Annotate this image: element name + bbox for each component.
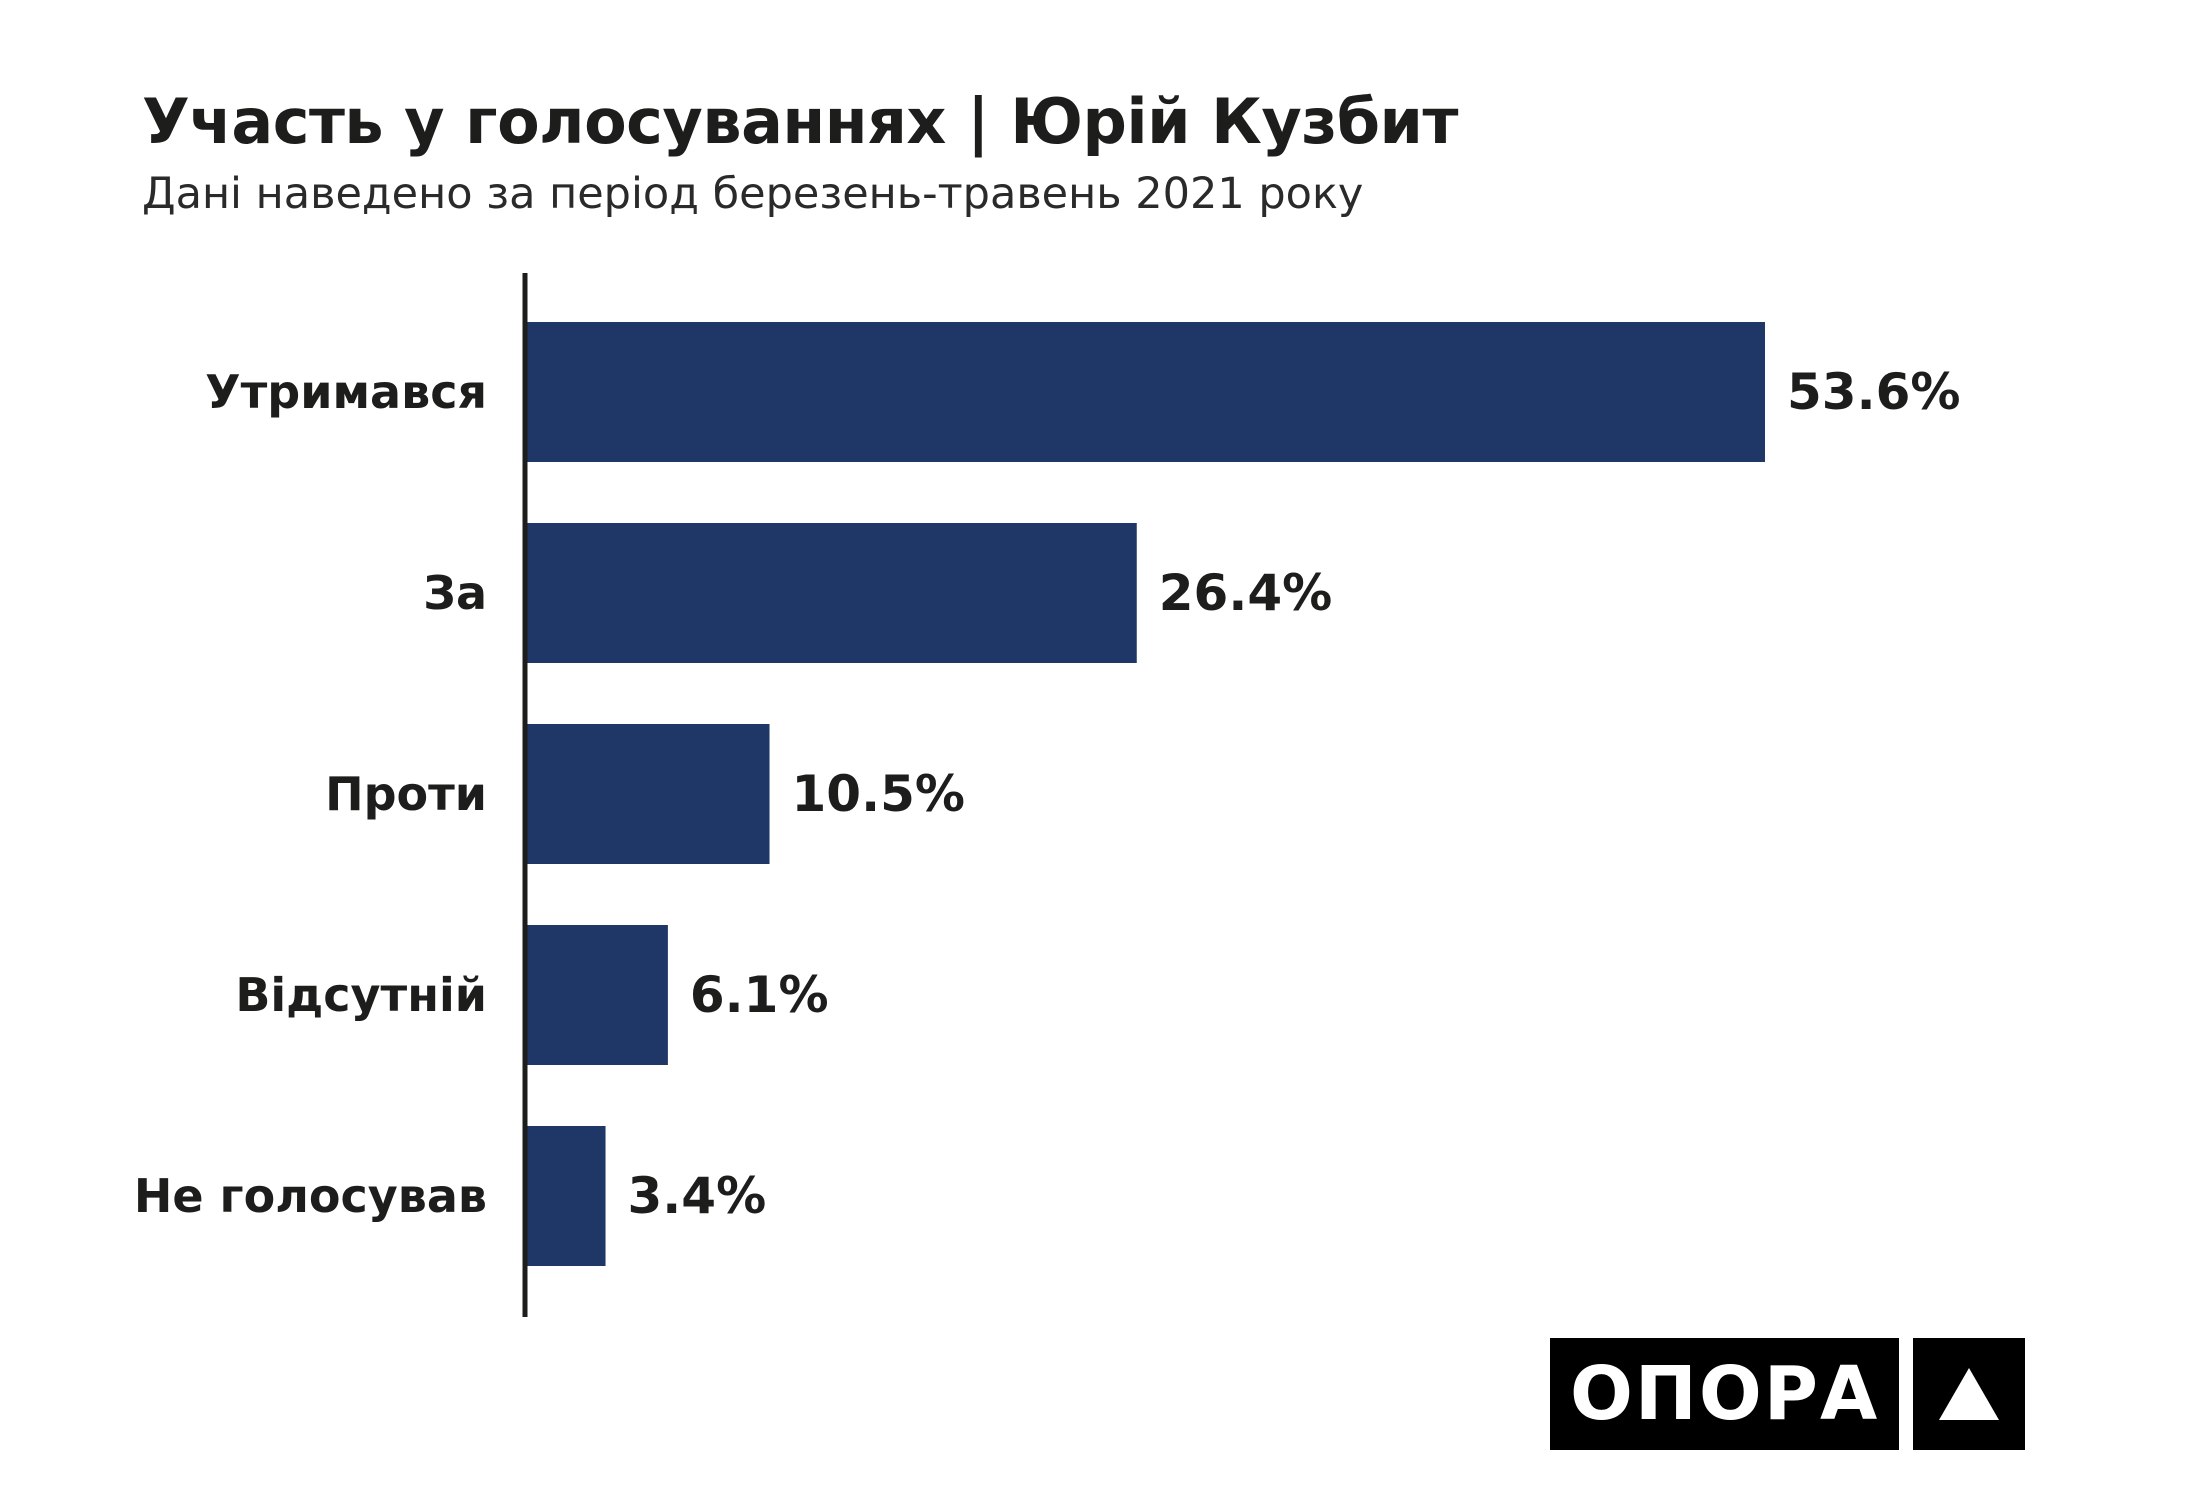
bar-2 <box>527 724 770 864</box>
triangle-icon-shape <box>1939 1368 2000 1420</box>
bar-1 <box>527 523 1137 663</box>
category-label-3: Відсутній <box>235 968 487 1022</box>
logo-wordmark: ОПОРА <box>1550 1338 1900 1450</box>
category-label-4: Не голосував <box>134 1169 487 1223</box>
value-label-3: 6.1% <box>690 966 829 1024</box>
triangle-icon <box>1913 1338 2026 1450</box>
bars-layer <box>527 322 1765 1266</box>
category-label-2: Проти <box>325 767 487 821</box>
chart-subtitle: Дані наведено за період березень-травень… <box>142 169 1364 219</box>
category-labels-layer: Утримався За Проти Відсутній Не голосував <box>134 365 487 1223</box>
value-labels-layer: 53.6% 26.4% 10.5% 6.1% 3.4% <box>628 363 1961 1225</box>
value-label-4: 3.4% <box>628 1167 767 1225</box>
value-label-2: 10.5% <box>792 765 965 823</box>
category-label-0: Утримався <box>205 365 487 419</box>
chart-title: Участь у голосуваннях | Юрій Кузбит <box>142 85 1458 158</box>
bar-0 <box>527 322 1765 462</box>
opora-logo: ОПОРА <box>1550 1338 2026 1450</box>
category-label-1: За <box>423 566 487 620</box>
bar-3 <box>527 925 668 1065</box>
value-label-0: 53.6% <box>1787 363 1960 421</box>
bar-4 <box>527 1126 606 1266</box>
value-label-1: 26.4% <box>1159 564 1332 622</box>
